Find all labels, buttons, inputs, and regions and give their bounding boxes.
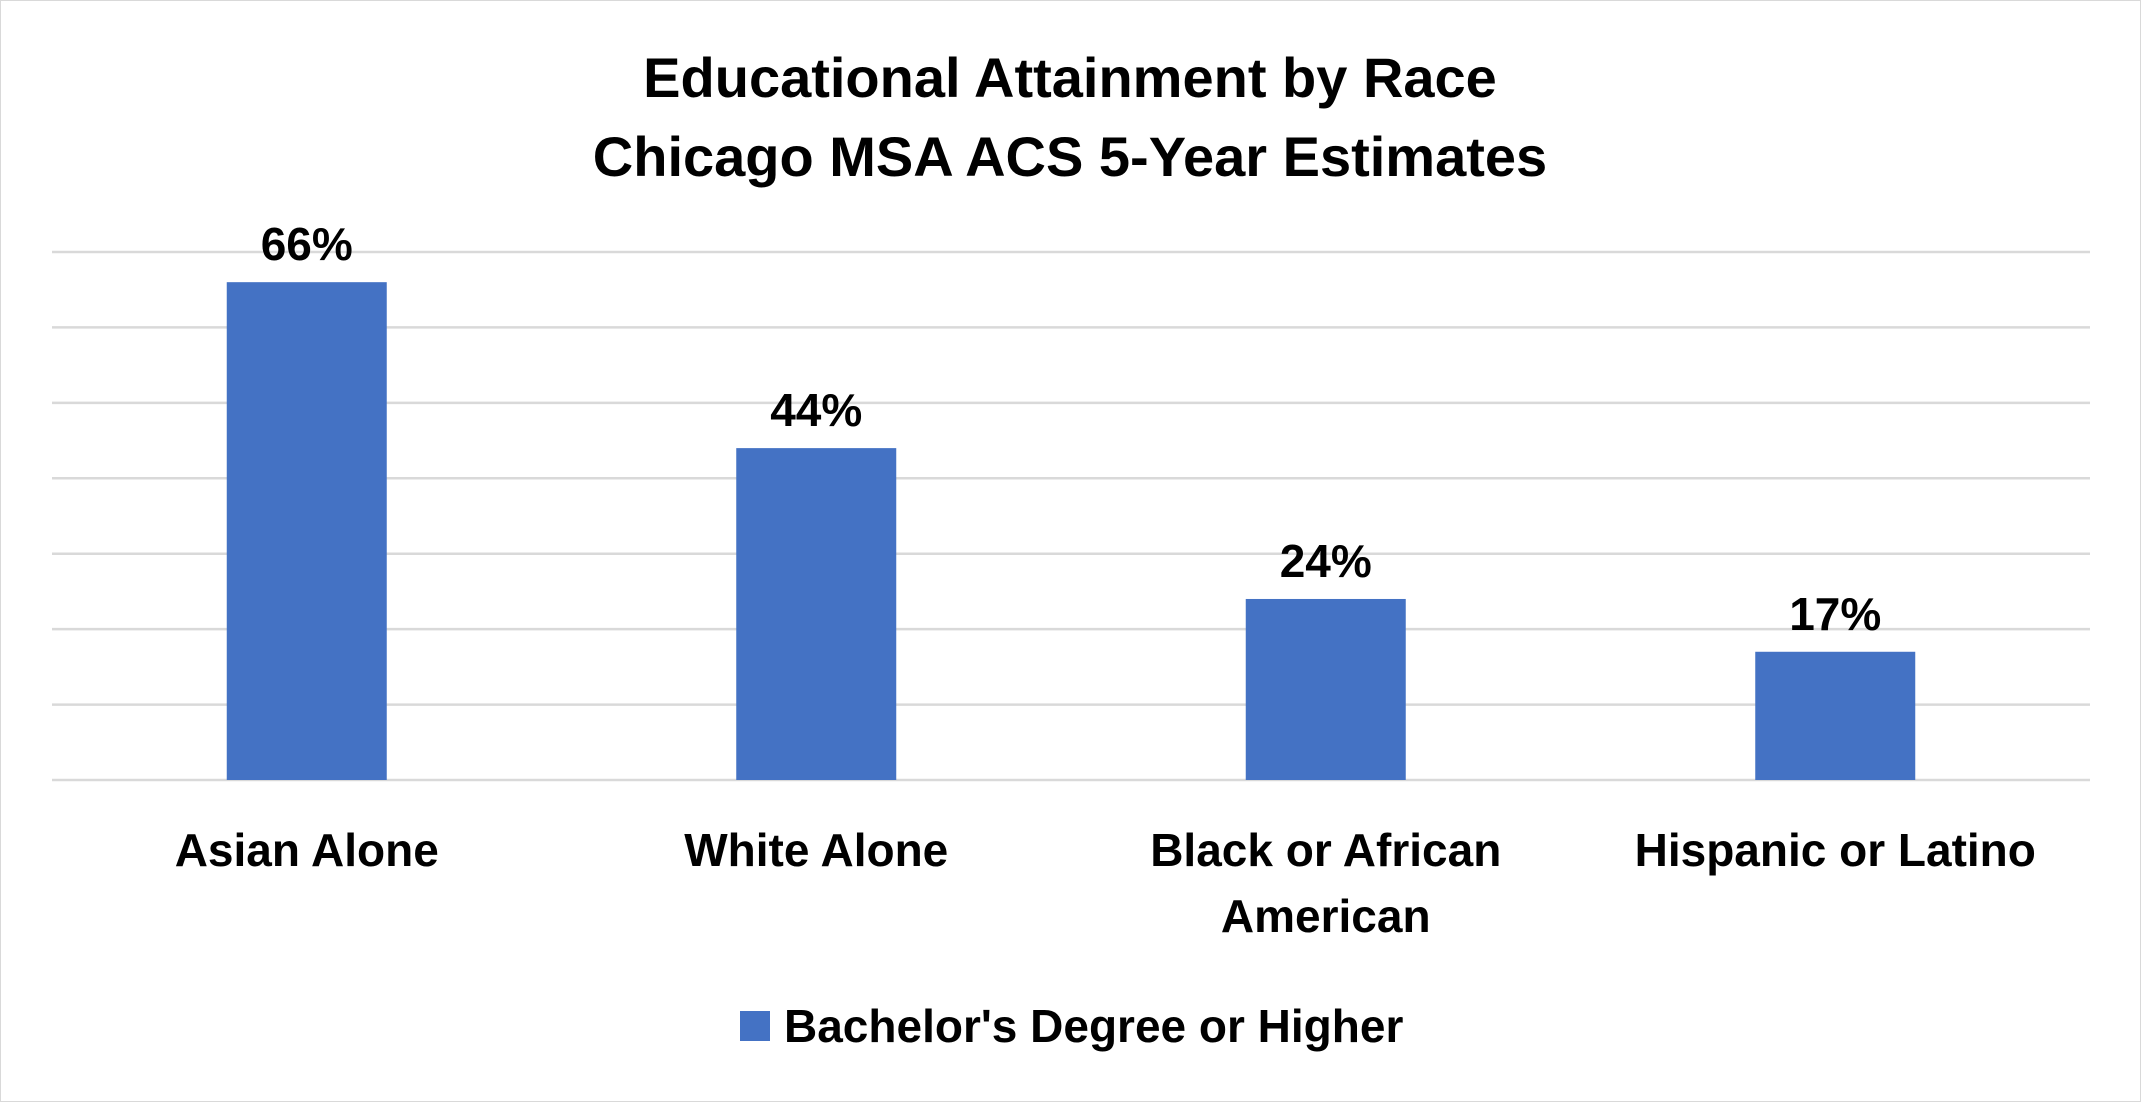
chart-subtitle: Chicago MSA ACS 5-Year Estimates (593, 125, 1547, 188)
data-label: 24% (1280, 535, 1372, 587)
data-labels: 66% 44% 24% 17% (261, 218, 1882, 640)
x-tick-label: Asian Alone (175, 824, 439, 876)
bar (1755, 651, 1916, 780)
bar (1245, 598, 1406, 780)
gridlines (52, 250, 2090, 782)
bars (226, 282, 1916, 780)
bar (226, 282, 387, 780)
data-label: 17% (1789, 588, 1881, 640)
data-label: 44% (770, 384, 862, 436)
data-label: 66% (261, 218, 353, 270)
x-tick-label: Hispanic or Latino (1635, 824, 2036, 876)
bar (736, 448, 897, 780)
legend: Bachelor's Degree or Higher (740, 1000, 1403, 1052)
x-tick-label: White Alone (684, 824, 948, 876)
x-tick-label: Black or African (1150, 824, 1501, 876)
legend-label: Bachelor's Degree or Higher (784, 1000, 1403, 1052)
category-labels: Asian Alone White Alone Black or African Am… (175, 824, 2036, 942)
x-tick-label: American (1221, 890, 1431, 942)
chart-title: Educational Attainment by Race (643, 46, 1497, 109)
legend-swatch (740, 1011, 770, 1041)
